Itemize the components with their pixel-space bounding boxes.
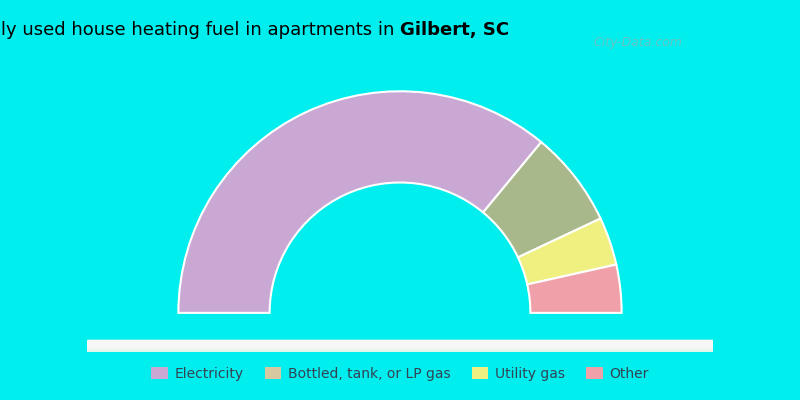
Bar (87, 346, 713, 352)
Bar (87, 341, 713, 347)
Bar (87, 342, 713, 348)
Bar (87, 342, 713, 348)
Bar (87, 345, 713, 351)
Bar (87, 344, 713, 350)
Bar (87, 344, 713, 350)
Bar (87, 344, 713, 350)
Bar (87, 342, 713, 348)
Bar (87, 345, 713, 351)
Bar (87, 341, 713, 347)
Bar (87, 346, 713, 352)
Bar (87, 343, 713, 348)
Bar (87, 341, 713, 347)
Bar (87, 340, 713, 346)
Bar (87, 345, 713, 351)
Bar (87, 346, 713, 352)
Text: Most commonly used house heating fuel in apartments in: Most commonly used house heating fuel in… (0, 21, 400, 39)
Bar (87, 345, 713, 351)
Bar (87, 341, 713, 346)
Bar (87, 344, 713, 350)
Bar (87, 344, 713, 350)
Bar (87, 343, 713, 349)
Bar (87, 346, 713, 352)
Bar (87, 345, 713, 350)
Bar (87, 344, 713, 350)
Bar (87, 343, 713, 349)
Text: Gilbert, SC: Gilbert, SC (400, 21, 509, 39)
Bar (87, 343, 713, 349)
Bar (87, 344, 713, 350)
Bar (87, 341, 713, 347)
Bar (87, 342, 713, 348)
Bar (87, 342, 713, 348)
Bar (87, 346, 713, 352)
Bar (87, 346, 713, 351)
Bar (87, 341, 713, 347)
Bar (87, 342, 713, 348)
Bar (87, 343, 713, 349)
Bar (87, 346, 713, 352)
Bar (87, 344, 713, 350)
Wedge shape (518, 218, 616, 284)
Bar (87, 345, 713, 351)
Bar (87, 344, 713, 350)
Wedge shape (483, 142, 601, 257)
Bar (87, 342, 713, 348)
Bar (87, 342, 713, 348)
Bar (87, 345, 713, 351)
Wedge shape (178, 91, 542, 313)
Bar (87, 340, 713, 346)
Bar (87, 341, 713, 347)
Bar (87, 343, 713, 349)
Bar (87, 342, 713, 348)
Bar (87, 343, 713, 348)
Wedge shape (527, 264, 622, 313)
Bar (87, 343, 713, 349)
Text: City-Data.com: City-Data.com (594, 36, 682, 49)
Bar (87, 341, 713, 347)
Bar (87, 344, 713, 350)
Bar (87, 346, 713, 352)
Bar (87, 342, 713, 348)
Bar (87, 344, 713, 349)
Bar (87, 340, 713, 346)
Bar (87, 343, 713, 349)
Bar (87, 342, 713, 348)
Bar (87, 342, 713, 347)
Legend: Electricity, Bottled, tank, or LP gas, Utility gas, Other: Electricity, Bottled, tank, or LP gas, U… (146, 362, 654, 386)
Bar (87, 345, 713, 351)
Bar (87, 344, 713, 350)
